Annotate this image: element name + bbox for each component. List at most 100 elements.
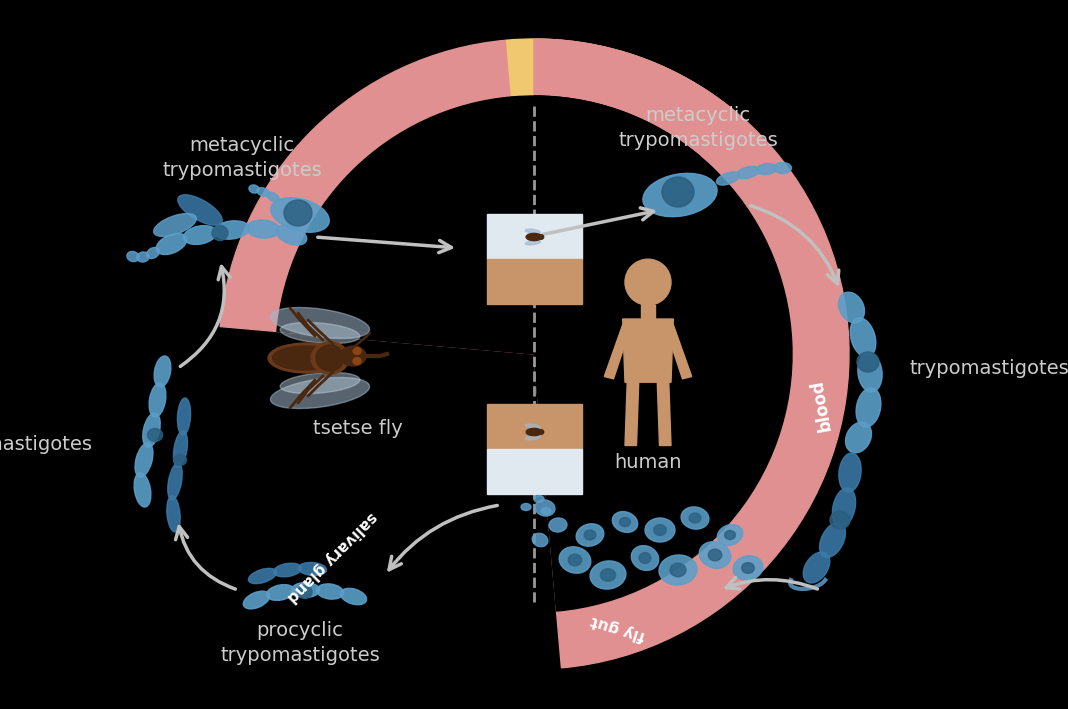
Ellipse shape: [154, 213, 197, 236]
Polygon shape: [625, 380, 639, 445]
Ellipse shape: [568, 554, 582, 566]
Ellipse shape: [270, 198, 329, 233]
Bar: [641, 305, 655, 319]
Ellipse shape: [268, 343, 346, 373]
Ellipse shape: [741, 563, 754, 574]
Ellipse shape: [249, 185, 260, 193]
Ellipse shape: [214, 220, 250, 239]
Ellipse shape: [643, 173, 717, 217]
Ellipse shape: [631, 546, 659, 570]
Ellipse shape: [298, 586, 312, 598]
Ellipse shape: [532, 533, 548, 547]
Ellipse shape: [340, 346, 366, 366]
Ellipse shape: [838, 292, 864, 323]
Wedge shape: [512, 96, 700, 354]
Ellipse shape: [154, 356, 171, 387]
Ellipse shape: [150, 383, 166, 417]
Ellipse shape: [850, 318, 876, 357]
Ellipse shape: [249, 569, 277, 584]
Text: epimastigotes: epimastigotes: [0, 435, 93, 454]
Wedge shape: [506, 39, 737, 354]
Ellipse shape: [527, 233, 541, 240]
Ellipse shape: [619, 518, 630, 527]
Text: trypomastigotes: trypomastigotes: [910, 359, 1068, 377]
Ellipse shape: [147, 428, 162, 442]
Ellipse shape: [177, 195, 222, 225]
Ellipse shape: [273, 563, 301, 577]
Text: metacyclic
trypomastigotes: metacyclic trypomastigotes: [162, 136, 321, 179]
Wedge shape: [534, 96, 792, 611]
Ellipse shape: [681, 507, 709, 529]
Text: metacyclic
trypomastigotes: metacyclic trypomastigotes: [618, 106, 778, 150]
Ellipse shape: [857, 388, 881, 427]
Polygon shape: [604, 325, 631, 379]
Ellipse shape: [521, 503, 531, 510]
Ellipse shape: [549, 518, 567, 532]
Ellipse shape: [213, 225, 227, 240]
Ellipse shape: [708, 549, 722, 561]
Ellipse shape: [127, 252, 139, 262]
Ellipse shape: [560, 547, 591, 573]
Ellipse shape: [177, 398, 190, 435]
Ellipse shape: [525, 424, 540, 429]
Text: blood: blood: [807, 377, 834, 432]
Ellipse shape: [167, 496, 180, 532]
Text: tsetse fly: tsetse fly: [313, 418, 403, 437]
Ellipse shape: [639, 552, 650, 564]
Ellipse shape: [292, 583, 319, 598]
Ellipse shape: [280, 323, 360, 344]
Ellipse shape: [270, 308, 370, 338]
Ellipse shape: [724, 530, 736, 540]
Ellipse shape: [590, 561, 626, 589]
Ellipse shape: [280, 372, 360, 393]
Ellipse shape: [662, 177, 694, 207]
Ellipse shape: [830, 511, 850, 529]
Ellipse shape: [316, 345, 344, 371]
Ellipse shape: [143, 413, 160, 447]
Wedge shape: [220, 40, 534, 354]
Ellipse shape: [733, 556, 763, 580]
Ellipse shape: [527, 428, 541, 435]
Ellipse shape: [270, 377, 370, 408]
Ellipse shape: [538, 430, 544, 434]
FancyBboxPatch shape: [487, 449, 582, 494]
Ellipse shape: [773, 162, 791, 174]
Ellipse shape: [156, 233, 187, 255]
Polygon shape: [665, 325, 692, 379]
Ellipse shape: [659, 555, 697, 585]
Ellipse shape: [146, 247, 159, 259]
Ellipse shape: [173, 454, 187, 466]
Wedge shape: [534, 39, 849, 668]
Ellipse shape: [654, 525, 666, 535]
Ellipse shape: [737, 167, 759, 179]
Ellipse shape: [341, 588, 366, 605]
Ellipse shape: [689, 513, 701, 523]
Ellipse shape: [838, 453, 861, 492]
FancyBboxPatch shape: [487, 259, 582, 304]
Ellipse shape: [670, 563, 686, 576]
Ellipse shape: [311, 342, 349, 374]
Ellipse shape: [247, 220, 280, 238]
Ellipse shape: [756, 163, 776, 174]
Text: salivary gland: salivary gland: [283, 508, 379, 605]
Ellipse shape: [257, 188, 269, 196]
Ellipse shape: [244, 591, 270, 609]
Ellipse shape: [718, 525, 742, 545]
Ellipse shape: [266, 585, 295, 601]
Ellipse shape: [534, 496, 544, 503]
Ellipse shape: [173, 431, 188, 467]
Ellipse shape: [168, 463, 183, 500]
Text: fly gut: fly gut: [588, 613, 647, 643]
Ellipse shape: [267, 192, 279, 202]
Text: procyclic
trypomastigotes: procyclic trypomastigotes: [220, 621, 380, 664]
Polygon shape: [657, 380, 671, 445]
Ellipse shape: [284, 200, 312, 226]
Circle shape: [625, 259, 671, 305]
Ellipse shape: [645, 518, 675, 542]
Ellipse shape: [525, 229, 540, 234]
Ellipse shape: [819, 523, 846, 557]
Polygon shape: [623, 319, 673, 382]
Ellipse shape: [316, 584, 344, 599]
Ellipse shape: [354, 357, 361, 364]
Ellipse shape: [846, 422, 871, 453]
